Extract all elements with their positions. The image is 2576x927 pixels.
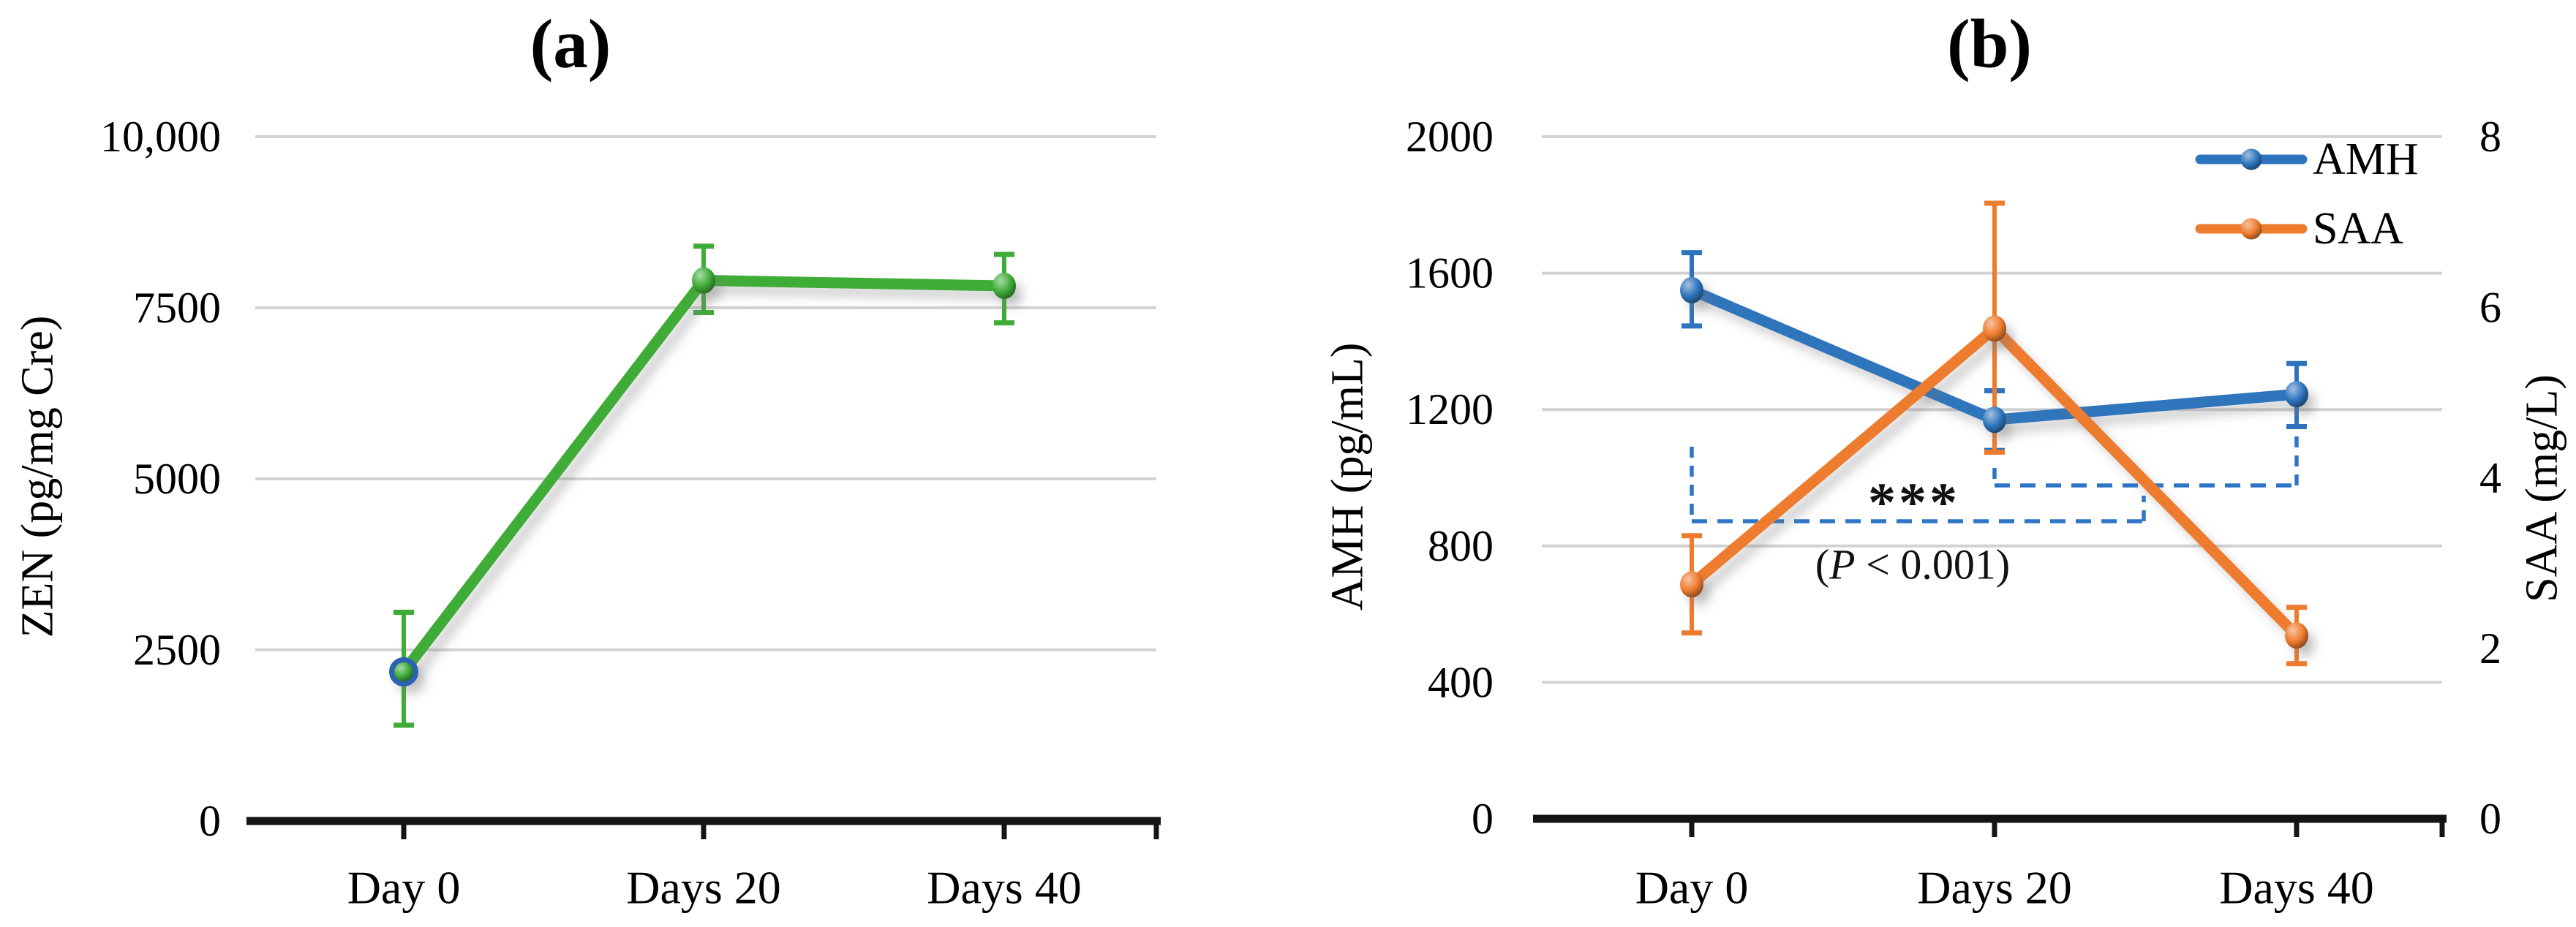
panel-a-title: (a) <box>530 5 611 83</box>
data-point-marker <box>2285 381 2308 408</box>
legend-item-SAA: SAA <box>2195 204 2403 254</box>
data-point-marker <box>993 273 1016 300</box>
panel-a: 0 2500 5000 7500 10,000 Day 0 Days 20 Days 40 <box>100 113 1161 914</box>
data-point-marker <box>2285 622 2308 649</box>
data-point-marker <box>1983 315 2006 342</box>
legend-label: AMH <box>2313 135 2419 184</box>
x-axis-tick-label: Day 0 <box>1635 862 1749 914</box>
legend-label: SAA <box>2313 204 2403 254</box>
markers-AMH <box>1680 276 2308 434</box>
p-value-prefix: ( <box>1815 540 1830 589</box>
y-axis-tick-label: 400 <box>1428 658 1494 706</box>
panel-b-right-y-axis-label: SAA (mg/L) <box>2517 374 2567 602</box>
legend-item-AMH: AMH <box>2195 135 2419 184</box>
data-point-marker <box>692 267 715 294</box>
x-axis-tick-label: Days 40 <box>2219 862 2374 914</box>
panel-b-title: (b) <box>1946 5 2033 83</box>
series-line-ZEN <box>398 275 1010 678</box>
error-bars-ZEN <box>393 243 1014 728</box>
p-value-symbol: P <box>1829 540 1856 589</box>
p-value-rest: < 0.001) <box>1855 540 2011 589</box>
y-axis-tick-label: 0 <box>199 797 221 845</box>
panel-b: 0 400 800 1200 1600 2000 0 2 4 6 8 Day 0 Days 20 Days… <box>1406 113 2501 914</box>
right-y-axis-tick-label: 8 <box>2479 113 2501 161</box>
right-y-axis-tick-label: 2 <box>2479 624 2501 673</box>
x-axis-tick-label: Days 40 <box>927 862 1082 914</box>
y-axis-tick-label: 800 <box>1428 522 1494 570</box>
right-y-axis-tick-label: 0 <box>2479 795 2501 843</box>
y-axis-tick-label: 7500 <box>133 284 221 332</box>
x-axis-tick-label: Day 0 <box>347 862 461 914</box>
right-y-axis-tick-label: 4 <box>2479 454 2501 502</box>
marker-ring <box>389 657 418 686</box>
y-axis-tick-label: 0 <box>1472 795 1494 843</box>
markers-SAA <box>1680 315 2308 649</box>
panel-b-left-y-axis-label: AMH (pg/mL) <box>1322 342 1373 611</box>
legend-marker-icon <box>2240 148 2262 170</box>
data-point-marker <box>1680 276 1703 303</box>
data-point-marker <box>394 662 413 681</box>
y-axis-tick-label: 10,000 <box>100 113 221 161</box>
y-axis-tick-label: 1600 <box>1406 249 1494 298</box>
y-axis-tick-label: 5000 <box>133 455 221 503</box>
y-axis-tick-label: 1200 <box>1406 385 1494 434</box>
data-point-marker <box>1983 406 2006 434</box>
y-axis-tick-label: 2000 <box>1406 113 1494 161</box>
y-axis-tick-label: 2500 <box>133 626 221 674</box>
x-axis-tick-label: Days 20 <box>1917 862 2072 914</box>
x-axis-tick-label: Days 20 <box>626 862 781 914</box>
legend-marker-icon <box>2240 218 2262 240</box>
panel-a-y-axis-label: ZEN (pg/mg Cre) <box>12 315 63 638</box>
markers-ZEN <box>389 267 1016 686</box>
data-point-marker <box>1680 571 1703 598</box>
significance-stars: *** <box>1868 472 1960 534</box>
right-y-axis-tick-label: 6 <box>2479 283 2501 331</box>
p-value-annotation: (P < 0.001) <box>1815 540 2010 589</box>
